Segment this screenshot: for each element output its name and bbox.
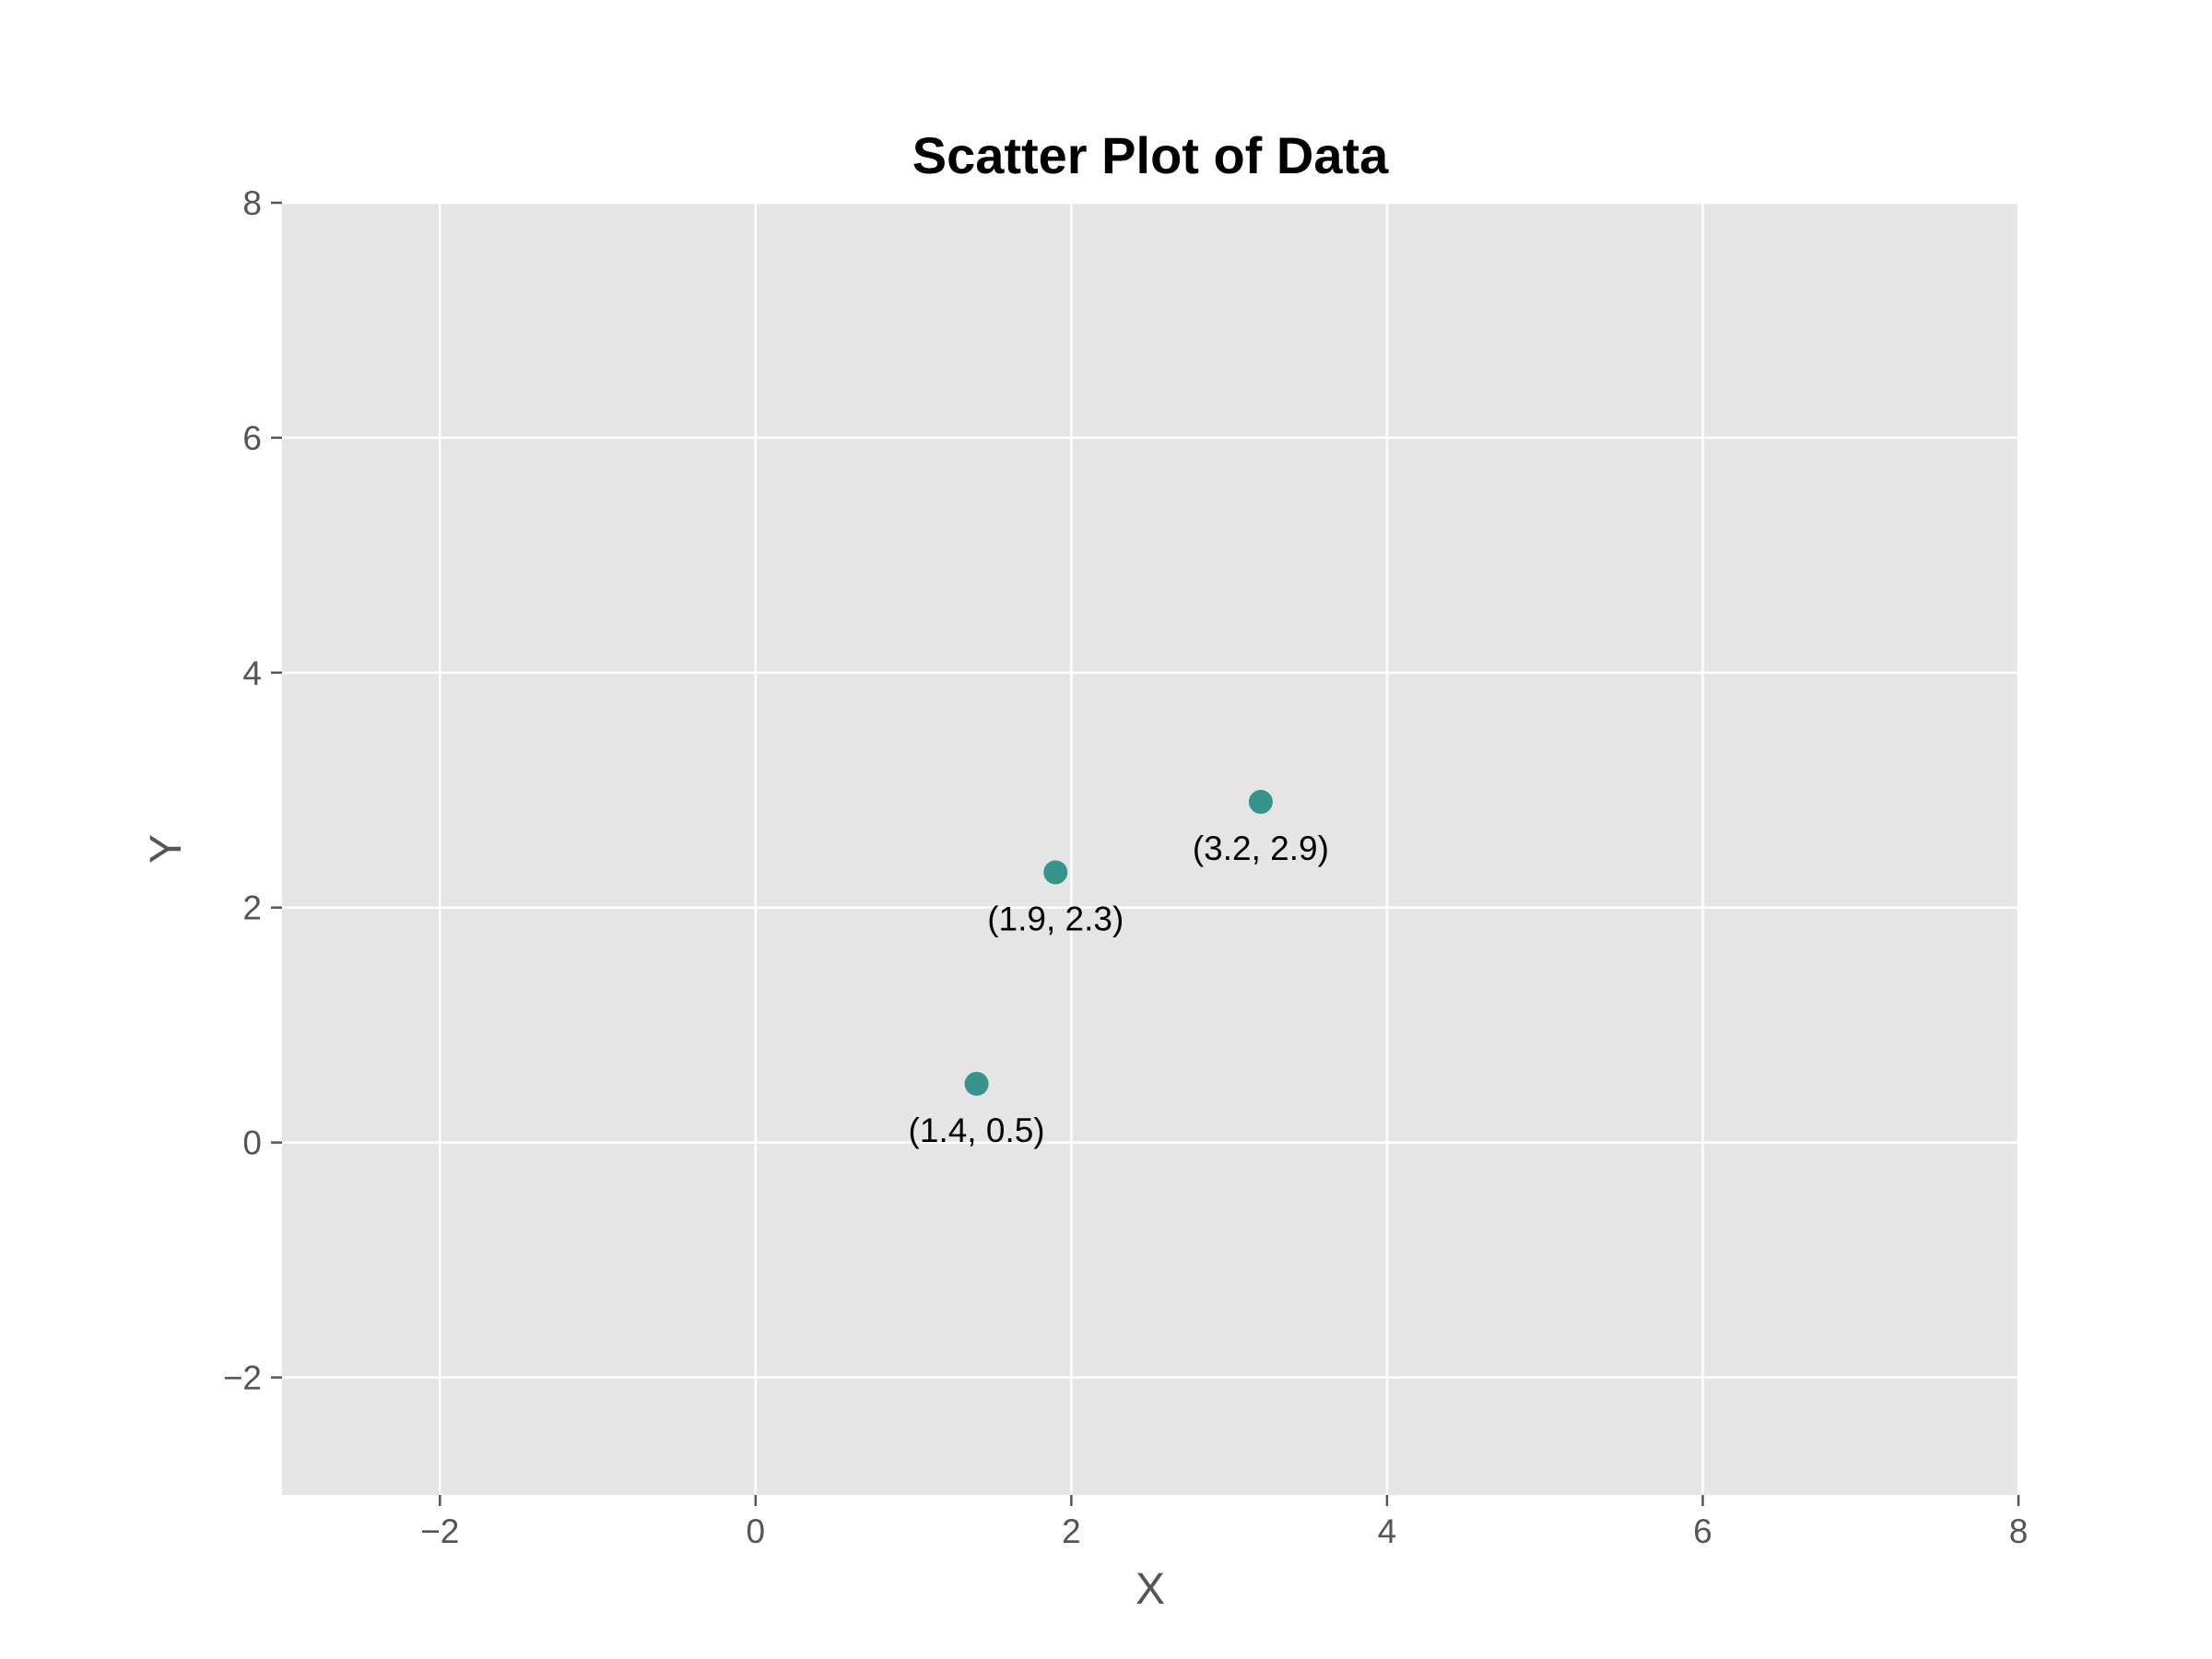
plot-background	[282, 203, 2018, 1495]
point-label: (1.4, 0.5)	[909, 1112, 1045, 1149]
y-tick-label: −2	[223, 1359, 262, 1397]
x-tick-label: 0	[747, 1512, 766, 1550]
x-tick-label: 6	[1693, 1512, 1712, 1550]
y-axis-label: Y	[142, 834, 191, 864]
point-labels: (1.4, 0.5) (1.9, 2.3) (3.2, 2.9)	[909, 830, 1329, 1149]
point-label: (1.9, 2.3)	[987, 900, 1124, 937]
y-tick-label: 4	[242, 654, 262, 692]
y-tick-label: 8	[242, 184, 262, 222]
y-tick-label: 0	[242, 1124, 262, 1162]
scatter-point	[1043, 860, 1068, 885]
scatter-point	[1248, 790, 1273, 815]
x-tick-label: −2	[420, 1512, 459, 1550]
x-tick-label: 4	[1378, 1512, 1397, 1550]
y-tick-label: 6	[242, 419, 262, 457]
point-label: (3.2, 2.9)	[1193, 830, 1329, 867]
data-points	[964, 790, 1273, 1096]
scatter-point	[964, 1071, 989, 1096]
x-tick-label: 8	[2009, 1512, 2029, 1550]
grid-lines	[282, 201, 2020, 1495]
y-tick-label: 2	[242, 889, 262, 927]
chart-title: Scatter Plot of Data	[912, 126, 1389, 184]
x-axis-label: X	[1135, 1565, 1165, 1614]
axis-ticks: −2 0 2 4 6 8 −2 0 2 4 6 8	[223, 184, 2028, 1550]
x-tick-label: 2	[1062, 1512, 1081, 1550]
